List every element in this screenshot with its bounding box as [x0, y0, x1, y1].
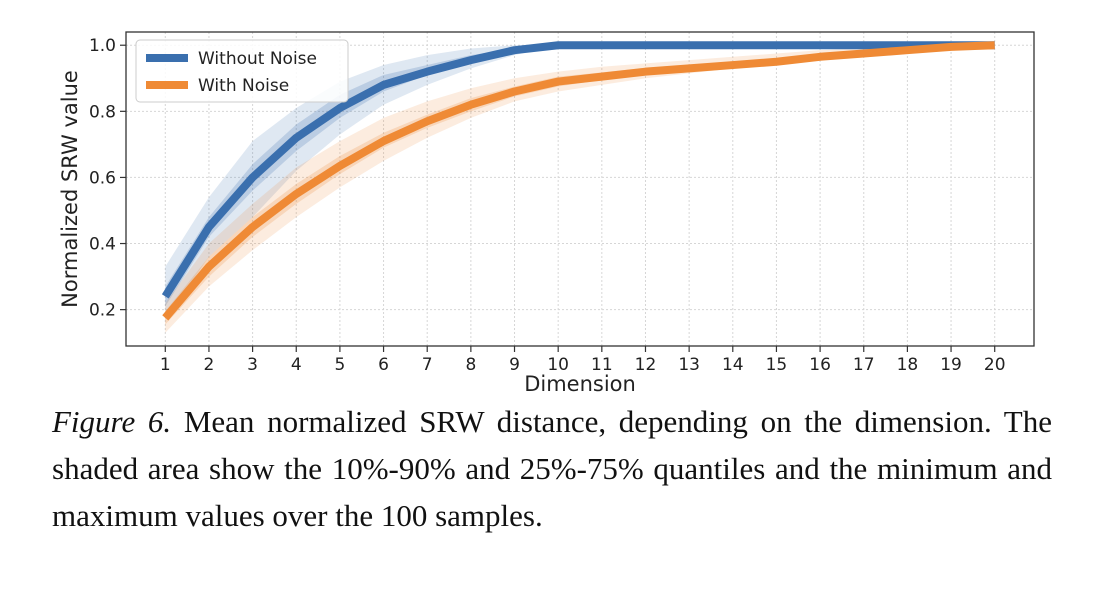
legend: Without Noise With Noise: [135, 39, 349, 103]
series-lines: [161, 41, 995, 321]
x-tick-label: 2: [204, 355, 215, 375]
with-noise-outer-band: [165, 45, 995, 333]
x-tick-label: 14: [722, 355, 744, 375]
quantile-bands: [165, 45, 995, 333]
x-tick-label: 1: [160, 355, 171, 375]
x-axis-ticks: 1 2 3 4 5 6 7 8 9 10 11 12 13 14 15 16 17 18 19 20: [160, 346, 1006, 375]
srw-line-chart: 1 2 3 4 5 6 7 8 9 10 11 12 13 14 15 16 17 18 19 20 0.20.40.…: [58, 31, 1035, 396]
x-tick-label: 3: [247, 355, 258, 375]
plot-frame: [125, 31, 1035, 347]
x-tick-label: 9: [509, 355, 520, 375]
x-tick-label: 8: [465, 355, 476, 375]
x-tick-label: 13: [678, 355, 700, 375]
x-tick-label: 7: [422, 355, 433, 375]
caption-text: Mean normalized SRW distance, depending …: [52, 404, 1052, 533]
with-noise-line: [162, 41, 995, 321]
y-axis-label: Normalized SRW value: [58, 70, 82, 308]
y-tick-label: 1.0: [89, 36, 116, 56]
x-tick-label: 6: [378, 355, 389, 375]
x-tick-label: 15: [766, 355, 788, 375]
x-tick-label: 12: [635, 355, 657, 375]
x-tick-label: 18: [897, 355, 919, 375]
x-tick-label: 17: [853, 355, 875, 375]
x-tick-label: 19: [940, 355, 962, 375]
x-tick-label: 5: [334, 355, 345, 375]
x-axis-label: Dimension: [524, 372, 636, 396]
legend-label: With Noise: [198, 76, 289, 96]
y-tick-label: 0.4: [89, 235, 116, 255]
x-tick-label: 11: [591, 355, 613, 375]
y-axis-ticks: 0.2 0.4 0.6 0.8 1.0: [89, 36, 126, 321]
x-tick-label: 20: [984, 355, 1006, 375]
figure-label: Figure 6.: [52, 404, 172, 439]
figure-caption: Figure 6. Mean normalized SRW distance, …: [52, 398, 1052, 539]
legend-label: Without Noise: [198, 49, 317, 69]
without-noise-line: [161, 41, 995, 299]
legend-box: [135, 39, 349, 103]
y-tick-label: 0.2: [89, 301, 116, 321]
y-tick-label: 0.8: [89, 102, 116, 122]
x-tick-label: 10: [547, 355, 569, 375]
x-tick-label: 16: [809, 355, 831, 375]
x-tick-label: 4: [291, 355, 302, 375]
y-tick-label: 0.6: [89, 168, 116, 188]
